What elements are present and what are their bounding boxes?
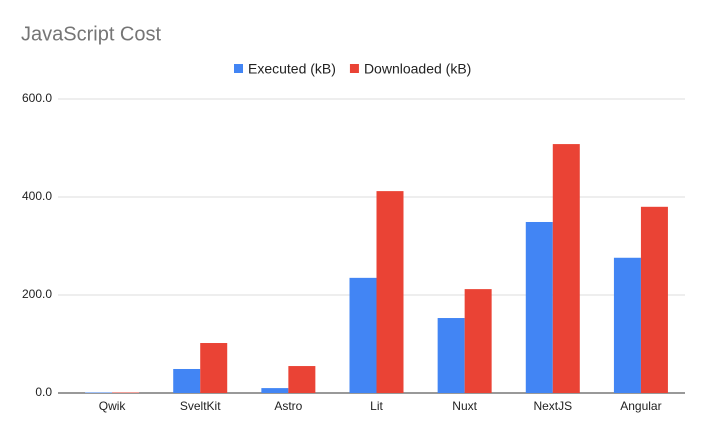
y-tick-label: 200.0 (22, 287, 52, 301)
bar (288, 366, 316, 393)
bar (376, 191, 404, 393)
x-tick-label: SveltKit (180, 399, 221, 413)
y-tick-label: 600.0 (22, 91, 52, 105)
legend-label: Downloaded (kB) (364, 61, 471, 77)
bar (261, 388, 289, 393)
legend-swatch (349, 64, 359, 73)
y-tick-label: 400.0 (22, 189, 52, 203)
chart-title: JavaScript Cost (21, 23, 161, 45)
x-tick-label: Qwik (99, 399, 127, 413)
x-tick-label: Astro (274, 399, 302, 413)
bar (173, 368, 201, 393)
legend-swatch (234, 64, 243, 73)
bar (525, 221, 553, 393)
x-tick-label: Lit (370, 399, 383, 413)
bar (552, 144, 580, 393)
bar (349, 277, 377, 393)
x-tick-label: Angular (620, 399, 661, 413)
bar (640, 206, 668, 393)
bar (437, 318, 465, 393)
x-tick-label: NextJS (533, 399, 572, 413)
bar (613, 257, 641, 393)
bar (200, 343, 228, 393)
y-tick-label: 0.0 (35, 385, 52, 399)
bar (464, 289, 492, 393)
x-tick-label: Nuxt (452, 399, 477, 413)
legend-label: Executed (kB) (248, 61, 336, 77)
